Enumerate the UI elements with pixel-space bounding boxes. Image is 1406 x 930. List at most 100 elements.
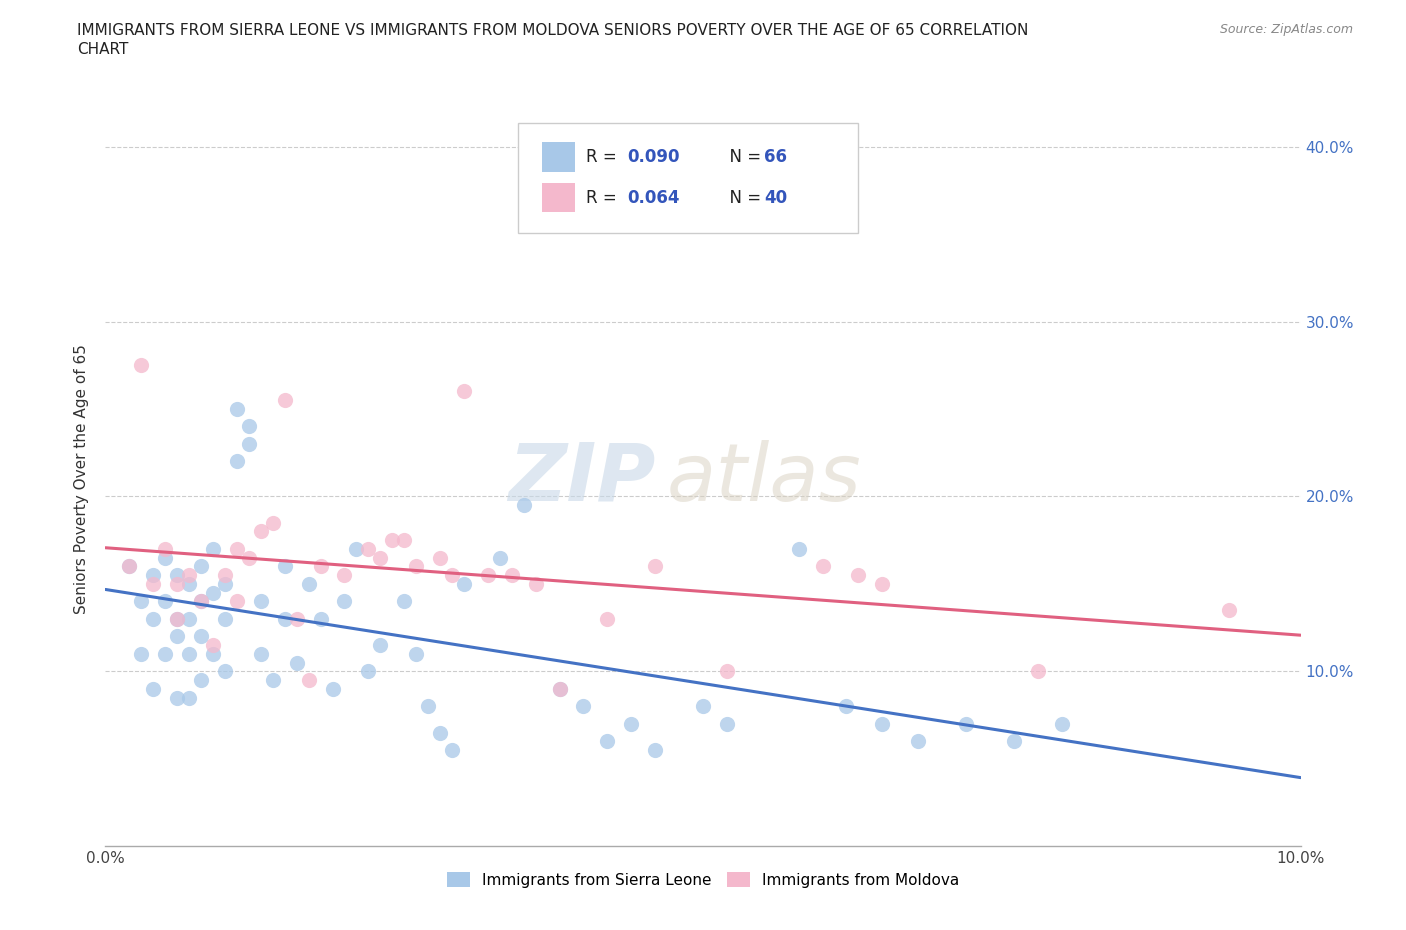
Point <box>250 524 273 538</box>
Point <box>177 611 201 626</box>
Point <box>309 559 332 574</box>
Point <box>225 454 249 469</box>
Point <box>441 743 464 758</box>
Point <box>190 594 212 609</box>
Point <box>846 567 869 582</box>
Point <box>155 541 177 556</box>
Point <box>477 567 499 582</box>
Text: IMMIGRANTS FROM SIERRA LEONE VS IMMIGRANTS FROM MOLDOVA SENIORS POVERTY OVER THE: IMMIGRANTS FROM SIERRA LEONE VS IMMIGRAN… <box>77 23 1029 38</box>
Point <box>225 541 249 556</box>
Point <box>394 533 416 548</box>
Point <box>214 567 236 582</box>
Point <box>177 646 201 661</box>
Text: CHART: CHART <box>77 42 129 57</box>
Point <box>716 716 738 731</box>
Point <box>453 384 475 399</box>
Point <box>548 682 571 697</box>
Point <box>501 567 523 582</box>
Point <box>1002 734 1025 749</box>
Point <box>190 672 212 687</box>
Point <box>489 551 512 565</box>
Point <box>321 682 344 697</box>
Text: R =: R = <box>586 148 621 166</box>
Point <box>129 594 153 609</box>
Text: 40: 40 <box>763 189 787 206</box>
Text: 0.090: 0.090 <box>627 148 681 166</box>
Point <box>357 541 380 556</box>
Point <box>907 734 929 749</box>
Point <box>596 611 619 626</box>
Point <box>177 577 201 591</box>
Point <box>513 498 536 512</box>
Point <box>273 392 295 407</box>
Point <box>298 577 321 591</box>
Point <box>202 646 225 661</box>
Point <box>214 664 236 679</box>
Point <box>225 402 249 417</box>
Point <box>405 559 427 574</box>
Point <box>177 567 201 582</box>
Point <box>177 690 201 705</box>
Point <box>1026 664 1049 679</box>
Point <box>142 682 165 697</box>
Bar <box>541 183 575 212</box>
Point <box>142 611 165 626</box>
Point <box>453 577 475 591</box>
Point <box>166 567 188 582</box>
Text: 66: 66 <box>763 148 787 166</box>
Y-axis label: Seniors Poverty Over the Age of 65: Seniors Poverty Over the Age of 65 <box>75 344 90 614</box>
Point <box>381 533 404 548</box>
Text: N =: N = <box>718 189 766 206</box>
Text: R =: R = <box>586 189 621 206</box>
Point <box>190 629 212 644</box>
Point <box>190 559 212 574</box>
Text: N =: N = <box>718 148 766 166</box>
Point <box>429 725 451 740</box>
Point <box>250 646 273 661</box>
Point <box>285 611 308 626</box>
Legend: Immigrants from Sierra Leone, Immigrants from Moldova: Immigrants from Sierra Leone, Immigrants… <box>440 866 966 894</box>
Point <box>872 716 894 731</box>
Point <box>129 646 153 661</box>
Text: ZIP: ZIP <box>508 440 655 518</box>
Point <box>644 559 666 574</box>
Point <box>835 699 858 714</box>
Point <box>273 559 295 574</box>
Point <box>129 358 153 373</box>
Point <box>620 716 643 731</box>
Text: Source: ZipAtlas.com: Source: ZipAtlas.com <box>1219 23 1353 36</box>
Point <box>273 611 295 626</box>
Point <box>202 638 225 653</box>
Point <box>418 699 440 714</box>
Point <box>644 743 666 758</box>
Point <box>692 699 714 714</box>
Point <box>142 567 165 582</box>
Bar <box>541 142 575 172</box>
Point <box>214 577 236 591</box>
Point <box>524 577 547 591</box>
Point <box>811 559 834 574</box>
Point <box>572 699 595 714</box>
Point <box>262 515 284 530</box>
Point <box>202 585 225 600</box>
Point <box>155 551 177 565</box>
Point <box>155 646 177 661</box>
Point <box>787 541 810 556</box>
Point <box>346 541 368 556</box>
Point <box>333 594 356 609</box>
Point <box>166 629 188 644</box>
Point <box>155 594 177 609</box>
Text: atlas: atlas <box>666 440 862 518</box>
Point <box>166 577 188 591</box>
Text: 0.064: 0.064 <box>627 189 681 206</box>
Point <box>225 594 249 609</box>
Point <box>166 611 188 626</box>
Point <box>333 567 356 582</box>
Point <box>142 577 165 591</box>
Point <box>214 611 236 626</box>
Point <box>238 436 260 451</box>
Point <box>238 551 260 565</box>
Point <box>118 559 141 574</box>
Point <box>250 594 273 609</box>
Point <box>166 690 188 705</box>
